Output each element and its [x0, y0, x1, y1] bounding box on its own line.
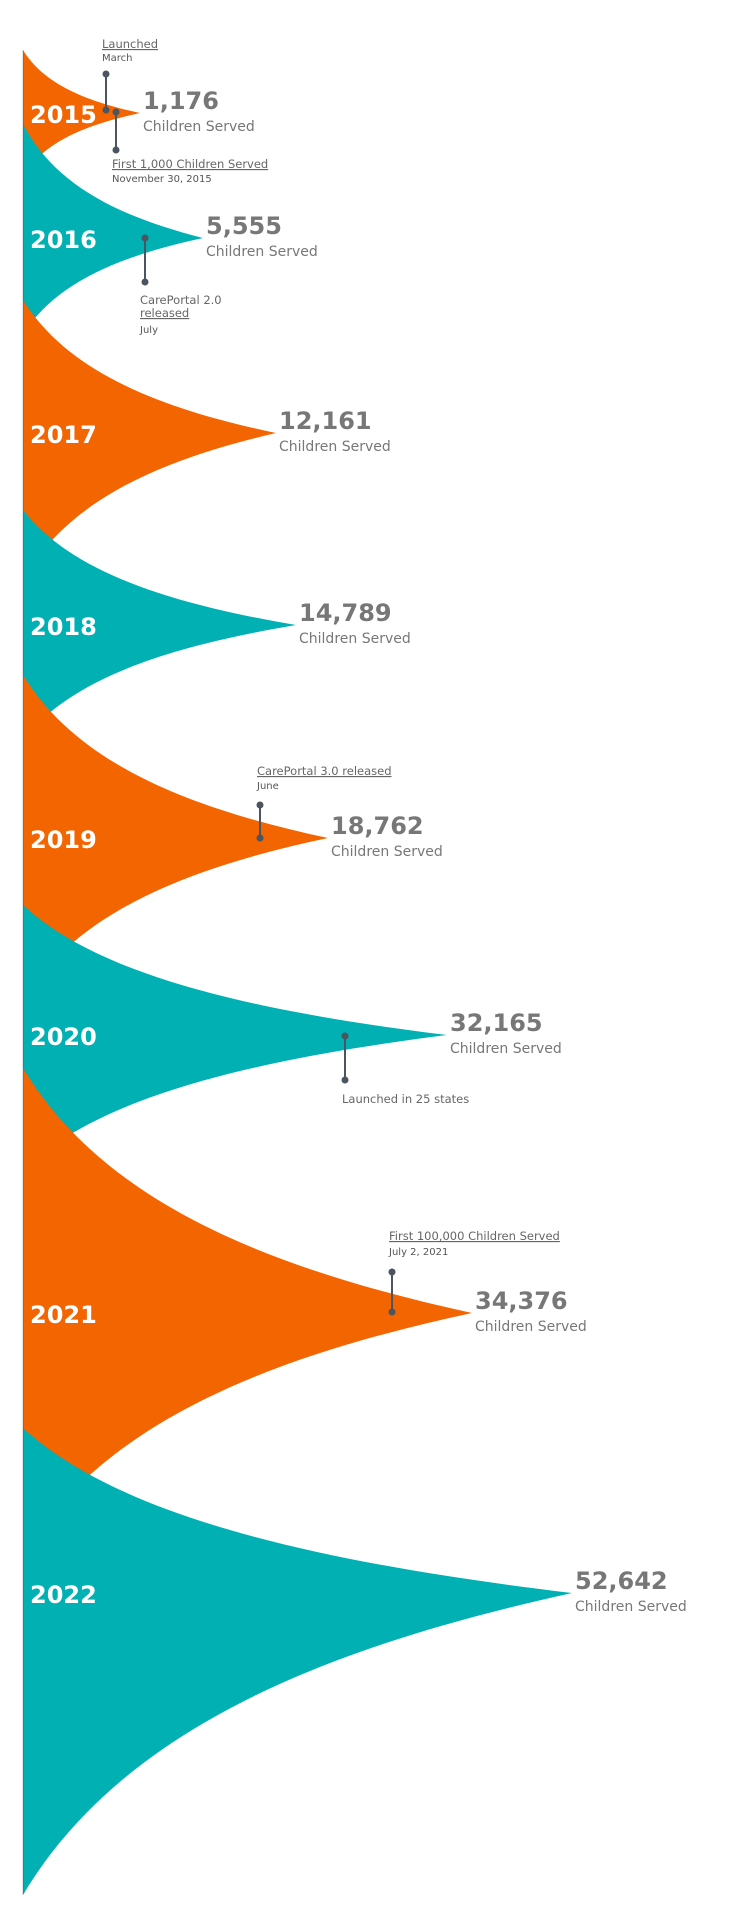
year-label-2021: 2021 — [30, 1301, 97, 1329]
unit-label-2019: Children Served — [331, 844, 443, 860]
year-shape-2015 — [23, 50, 140, 176]
unit-label-2018: Children Served — [299, 631, 411, 647]
annotation-careportal-2-title-line2: released — [140, 306, 189, 320]
annotation-first-100000-title: First 100,000 Children Served — [389, 1229, 560, 1243]
value-label-2015: 1,176 — [143, 87, 219, 115]
annotation-careportal-3-marker-dot-top — [256, 801, 264, 809]
annotation-careportal-3-date: June — [256, 781, 279, 792]
annotation-first-1000-marker-dot-top — [112, 108, 120, 116]
annotation-careportal-2-title: CarePortal 2.0 — [140, 293, 222, 307]
annotation-first-1000-title: First 1,000 Children Served — [112, 157, 268, 171]
year-shape-2017 — [23, 300, 276, 580]
annotation-launched-marker-dot-top — [102, 70, 110, 78]
annotation-25-states-marker-dot-bottom — [341, 1076, 349, 1084]
unit-label-2015: Children Served — [143, 119, 255, 135]
annotation-first-1000-date: November 30, 2015 — [112, 174, 212, 185]
year-label-2018: 2018 — [30, 613, 97, 641]
year-label-2019: 2019 — [30, 826, 97, 854]
year-shape-2018 — [23, 510, 296, 740]
value-label-2017: 12,161 — [279, 407, 372, 435]
value-label-2020: 32,165 — [450, 1009, 543, 1037]
annotation-careportal-3-marker-dot-bottom — [256, 834, 264, 842]
year-shape-2020 — [23, 905, 447, 1170]
year-label-2017: 2017 — [30, 421, 97, 449]
unit-label-2021: Children Served — [475, 1319, 587, 1335]
annotation-first-1000-marker-dot-bottom — [112, 146, 120, 154]
unit-label-2016: Children Served — [206, 244, 318, 260]
annotation-first-100000-marker-dot-top — [388, 1268, 396, 1276]
annotation-careportal-3-title: CarePortal 3.0 released — [257, 764, 392, 778]
annotation-launched-date: March — [102, 53, 132, 64]
value-label-2016: 5,555 — [206, 212, 282, 240]
year-label-2022: 2022 — [30, 1581, 97, 1609]
year-shape-2016 — [23, 124, 203, 335]
annotation-careportal-2-marker-dot-bottom — [141, 278, 149, 286]
annotation-first-100000-date: July 2, 2021 — [388, 1247, 448, 1258]
annotation-launched-marker-dot-bottom — [102, 106, 110, 114]
unit-label-2017: Children Served — [279, 439, 391, 455]
year-label-2016: 2016 — [30, 226, 97, 254]
annotation-launched-title: Launched — [102, 37, 158, 51]
annotation-careportal-2-marker-dot-top — [141, 234, 149, 242]
annotation-first-100000-marker-dot-bottom — [388, 1308, 396, 1316]
value-label-2022: 52,642 — [575, 1567, 668, 1595]
value-label-2021: 34,376 — [475, 1287, 568, 1315]
year-shape-2019 — [23, 675, 328, 1000]
annotation-25-states-title: Launched in 25 states — [342, 1092, 469, 1106]
unit-label-2020: Children Served — [450, 1041, 562, 1057]
unit-label-2022: Children Served — [575, 1599, 687, 1615]
year-label-2015: 2015 — [30, 101, 97, 129]
annotation-careportal-2-date: July — [139, 325, 158, 336]
value-label-2018: 14,789 — [299, 599, 392, 627]
year-shape-2022 — [23, 1428, 572, 1895]
year-label-2020: 2020 — [30, 1023, 97, 1051]
year-shape-2021 — [23, 1068, 472, 1555]
annotation-25-states-marker-dot-top — [341, 1032, 349, 1040]
value-label-2019: 18,762 — [331, 812, 424, 840]
